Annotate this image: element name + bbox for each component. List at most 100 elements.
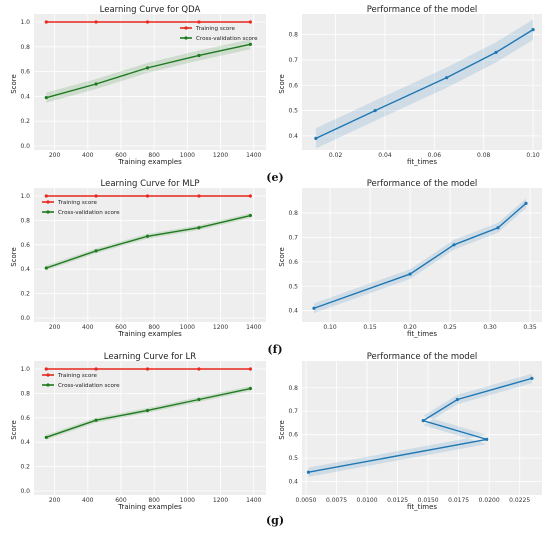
y-tick-label: 0.2 <box>20 118 30 125</box>
data-point <box>496 226 500 230</box>
y-tick-label: 0.5 <box>288 455 298 462</box>
confidence-band <box>314 198 526 314</box>
y-axis-label: Score <box>278 74 286 94</box>
series-1 <box>306 373 534 477</box>
series-2 <box>44 386 252 440</box>
data-point <box>94 20 98 24</box>
x-tick-label: 0.10 <box>526 152 540 159</box>
y-tick-label: 0.8 <box>288 32 298 39</box>
data-point <box>312 306 316 310</box>
x-tick-label: 0.10 <box>323 324 337 331</box>
x-tick-label: 0.0225 <box>509 497 530 504</box>
data-point <box>94 418 98 422</box>
y-tick-label: 0.5 <box>288 283 298 290</box>
data-point <box>44 367 48 371</box>
data-point <box>44 435 48 439</box>
data-point <box>248 386 252 391</box>
x-tick-label: 800 <box>148 152 160 159</box>
x-tick-label: 0.0125 <box>387 497 408 504</box>
x-tick-label: 0.0150 <box>418 497 439 504</box>
y-tick-label: 0.8 <box>20 44 30 51</box>
y-axis-label: Score <box>10 74 18 94</box>
data-point <box>524 201 528 205</box>
plot-background <box>34 14 266 150</box>
x-axis-label: Training examples <box>117 330 182 338</box>
legend-label: Training score <box>195 26 235 32</box>
data-point <box>145 20 150 24</box>
legend-label: Training score <box>57 200 97 206</box>
x-tick-label: 0.0075 <box>326 497 347 504</box>
data-point <box>197 194 201 198</box>
x-tick-label: 1400 <box>246 324 261 331</box>
x-tick-label: 0.35 <box>523 324 537 331</box>
data-point <box>94 249 98 253</box>
x-tick-label: 800 <box>148 497 160 504</box>
data-point <box>44 20 48 24</box>
y-tick-label: 0.0 <box>20 315 30 322</box>
series-1 <box>314 19 535 149</box>
x-axis-label: fit_times <box>407 158 437 166</box>
x-tick-label: 1000 <box>180 152 195 159</box>
series-1 <box>44 20 252 24</box>
caption-e: (e) <box>266 171 284 184</box>
x-tick-label: 0.0200 <box>479 497 500 504</box>
data-point <box>455 397 460 402</box>
y-tick-label: 0.4 <box>288 479 298 486</box>
x-tick-label: 200 <box>49 152 61 159</box>
chart-title: Learning Curve for QDA <box>100 5 201 15</box>
confidence-band <box>315 19 534 149</box>
y-tick-label: 0.0 <box>20 488 30 495</box>
x-tick-label: 400 <box>82 324 94 331</box>
data-point <box>494 50 498 54</box>
chart-4: 0.4 0.5 0.6 0.7 0.8 0.10 0.15 0.20 0.25 0.30 0.35 P… <box>278 179 542 338</box>
y-axis-label: Score <box>278 247 286 267</box>
legend-marker <box>184 26 188 30</box>
chart-6: 0.4 0.5 0.6 0.7 0.8 0.0050 0.0075 0.0100 0.0125 0… <box>278 352 542 511</box>
legend-marker <box>184 36 188 40</box>
data-point <box>248 42 252 46</box>
legend-marker <box>46 200 50 204</box>
y-tick-label: 0.7 <box>288 408 298 415</box>
data-point <box>531 27 535 32</box>
x-tick-label: 0.0100 <box>357 497 378 504</box>
x-axis-label: Training examples <box>117 503 182 511</box>
y-tick-label: 0.8 <box>20 217 30 224</box>
legend-marker <box>46 383 50 387</box>
y-tick-label: 1.0 <box>20 366 30 373</box>
data-point <box>44 96 48 100</box>
y-axis-label: Score <box>10 420 18 440</box>
x-tick-label: 0.02 <box>329 152 343 159</box>
data-point <box>421 419 425 423</box>
chart-title: Performance of the model <box>367 179 478 189</box>
x-axis-label: fit_times <box>407 503 437 511</box>
x-tick-label: 0.06 <box>428 152 442 159</box>
data-point <box>408 272 412 276</box>
y-tick-label: 0.8 <box>20 390 30 397</box>
data-point <box>248 194 252 198</box>
legend: Training score Cross-validation score <box>180 26 258 42</box>
data-point <box>248 213 252 218</box>
y-tick-label: 0.8 <box>288 210 298 217</box>
data-point <box>197 397 201 402</box>
data-point <box>248 367 252 371</box>
x-tick-label: 1200 <box>213 497 228 504</box>
y-tick-label: 0.6 <box>20 415 30 422</box>
series-1 <box>44 367 252 371</box>
x-axis-label: fit_times <box>407 330 437 338</box>
y-tick-label: 0.7 <box>288 57 298 64</box>
legend: Training score Cross-validation score <box>42 373 120 389</box>
x-tick-label: 800 <box>148 324 160 331</box>
chart-title: Learning Curve for LR <box>104 352 197 362</box>
x-tick-label: 0.0050 <box>296 497 317 504</box>
x-tick-label: 1000 <box>180 497 195 504</box>
legend-marker <box>46 373 50 377</box>
legend-label: Cross-validation score <box>58 210 120 216</box>
y-tick-label: 0.6 <box>288 82 298 89</box>
y-tick-label: 0.2 <box>20 464 30 471</box>
y-tick-label: 0.6 <box>20 69 30 76</box>
x-tick-label: 600 <box>115 497 127 504</box>
y-tick-label: 0.6 <box>20 242 30 249</box>
data-point <box>197 53 201 58</box>
y-axis-label: Score <box>278 420 286 440</box>
